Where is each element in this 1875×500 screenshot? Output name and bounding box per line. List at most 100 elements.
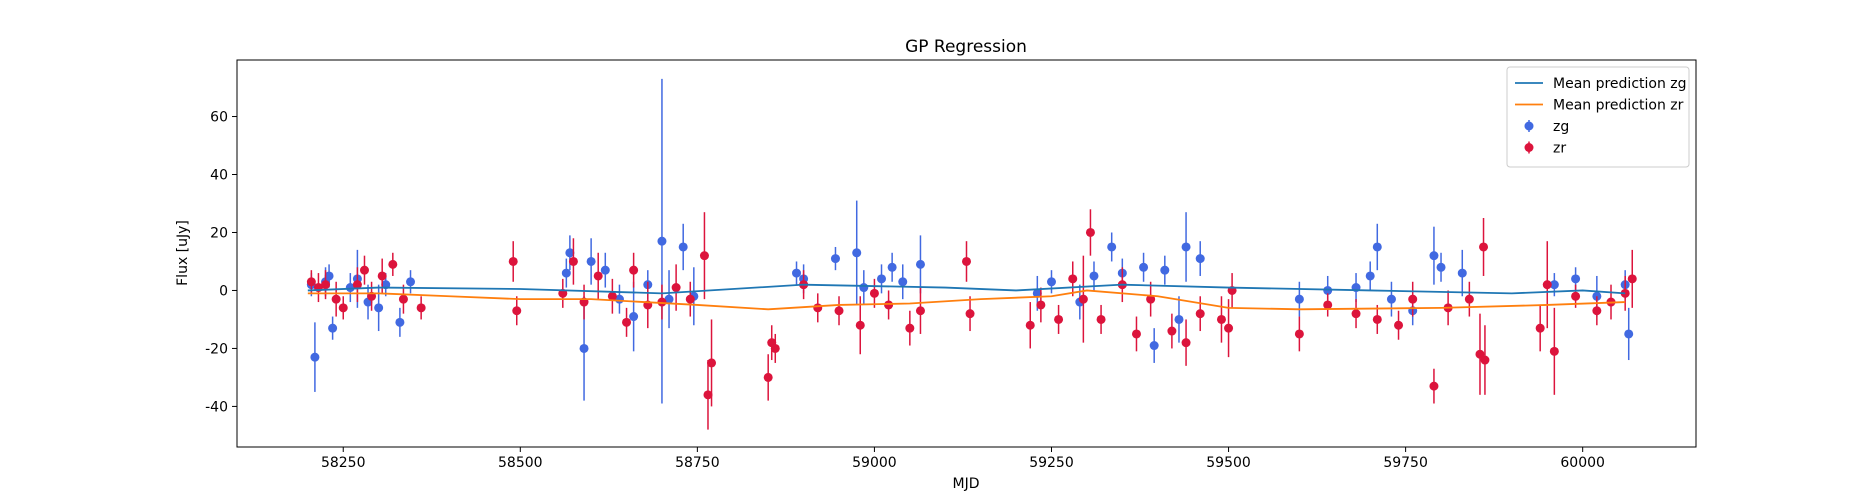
data-point <box>1181 338 1191 348</box>
data-point <box>834 306 844 316</box>
data-point <box>1068 274 1078 284</box>
x-tick-label: 58750 <box>675 455 720 471</box>
data-point <box>1592 306 1602 316</box>
mean-line <box>307 289 1626 311</box>
data-point <box>1107 242 1117 252</box>
data-point <box>1571 291 1581 301</box>
data-point <box>1054 314 1064 324</box>
data-point <box>905 323 915 333</box>
data-point <box>586 256 596 266</box>
data-point <box>703 390 713 400</box>
legend-box <box>1506 66 1690 168</box>
x-tick-label: 59500 <box>1206 455 1251 471</box>
data-point <box>512 306 522 316</box>
mean-line <box>307 283 1626 295</box>
data-point <box>1372 242 1382 252</box>
legend-swatch <box>1524 121 1534 131</box>
data-point <box>685 294 695 304</box>
data-point <box>1025 320 1035 330</box>
y-tick-label: 20 <box>210 225 228 241</box>
data-point <box>388 259 398 269</box>
data-point <box>1149 341 1159 351</box>
x-tick-label: 60000 <box>1560 455 1605 471</box>
data-point <box>1542 280 1552 290</box>
data-point <box>869 288 879 298</box>
y-tick-label: -20 <box>205 341 228 357</box>
data-point <box>508 256 518 266</box>
data-point <box>1323 300 1333 310</box>
data-point <box>707 358 717 368</box>
data-point <box>629 312 639 322</box>
data-point <box>898 277 908 287</box>
data-point <box>629 265 639 275</box>
data-point <box>1294 294 1304 304</box>
data-point <box>1146 294 1156 304</box>
data-point <box>600 265 610 275</box>
data-point <box>965 309 975 319</box>
data-point <box>962 256 971 266</box>
data-point <box>1365 271 1375 281</box>
data-point <box>671 283 681 293</box>
data-point <box>657 236 667 246</box>
legend-label: Mean prediction zr <box>1553 98 1684 114</box>
data-point <box>345 283 355 293</box>
data-point <box>1464 294 1474 304</box>
data-point <box>306 277 316 287</box>
data-point <box>1351 309 1361 319</box>
legend-label: Mean prediction zg <box>1553 76 1687 92</box>
data-point <box>1549 346 1559 356</box>
data-point <box>1535 323 1545 333</box>
data-point <box>377 271 387 281</box>
data-point <box>359 265 369 275</box>
data-point <box>328 323 338 333</box>
data-point <box>915 306 925 316</box>
data-point <box>395 317 405 327</box>
data-point <box>1429 251 1439 261</box>
data-point <box>884 300 894 310</box>
data-point <box>763 372 773 382</box>
data-point <box>416 303 426 313</box>
data-point <box>1372 314 1382 324</box>
y-tick-label: 60 <box>210 110 228 126</box>
plot-frame <box>236 59 1697 448</box>
data-point <box>1408 294 1418 304</box>
data-point <box>1139 262 1149 272</box>
data-point <box>1394 320 1404 330</box>
data-point <box>1624 329 1634 339</box>
data-point <box>1224 323 1234 333</box>
data-point <box>859 283 869 293</box>
x-tick-label: 58500 <box>498 455 543 471</box>
data-point <box>770 343 780 353</box>
data-point <box>374 303 384 313</box>
data-point <box>398 294 408 304</box>
data-point <box>678 242 688 252</box>
chart-title: GP Regression <box>905 37 1027 57</box>
data-point <box>1195 254 1205 264</box>
data-point <box>877 274 887 284</box>
data-point <box>1046 277 1056 287</box>
data-point <box>830 254 840 264</box>
x-tick-label: 59750 <box>1383 455 1428 471</box>
data-point <box>331 294 341 304</box>
data-point <box>1131 329 1141 339</box>
x-tick-label: 59000 <box>852 455 897 471</box>
data-point <box>1479 242 1489 252</box>
y-tick-label: 0 <box>219 283 228 299</box>
data-point <box>1085 227 1095 237</box>
data-point <box>338 303 348 313</box>
data-point <box>855 320 865 330</box>
data-point <box>1089 271 1099 281</box>
legend-label: zr <box>1553 141 1566 157</box>
data-point <box>565 248 575 258</box>
y-axis-label: Flux [uJy] <box>175 220 191 286</box>
x-axis-label: MJD <box>953 476 980 492</box>
legend-label: zg <box>1553 119 1569 135</box>
data-point <box>1160 265 1170 275</box>
data-point <box>699 251 709 261</box>
y-tick-label: -40 <box>205 399 228 415</box>
data-point <box>1036 300 1046 310</box>
data-point <box>579 343 589 353</box>
data-point <box>664 294 674 304</box>
data-point <box>1436 262 1446 272</box>
data-point <box>887 262 897 272</box>
